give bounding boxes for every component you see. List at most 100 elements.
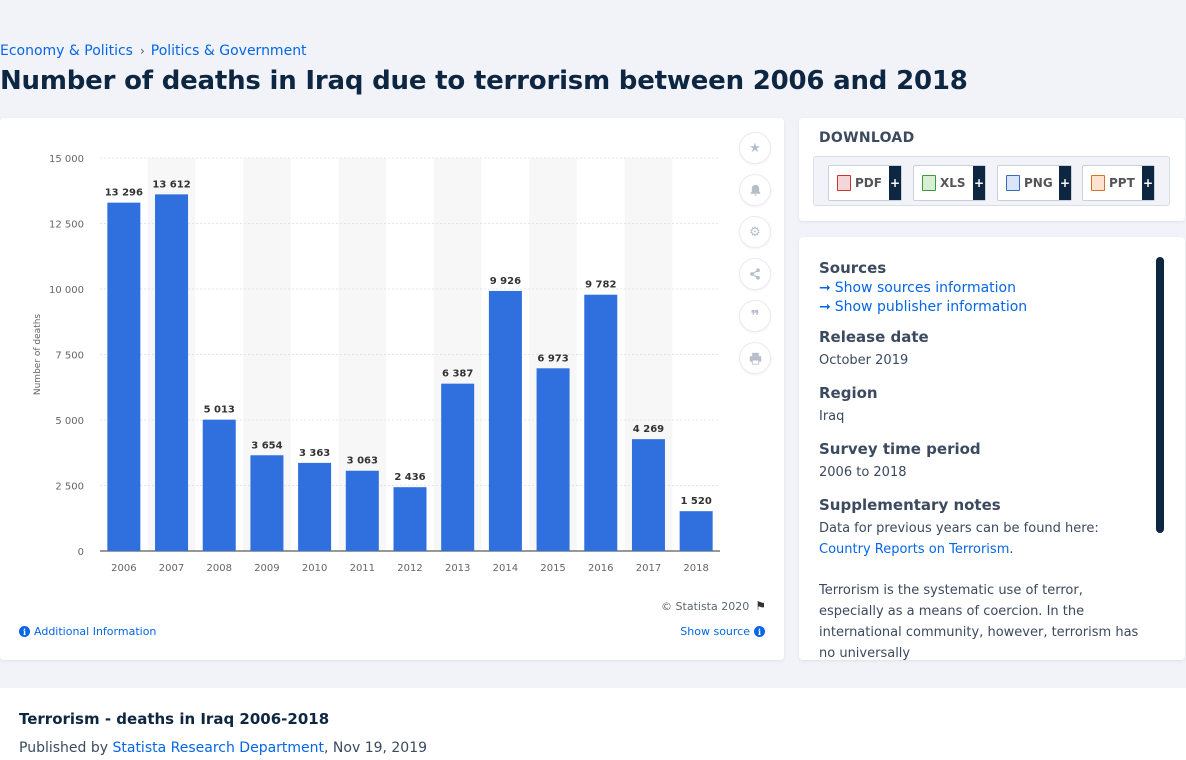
survey-period-heading: Survey time period xyxy=(819,440,981,458)
bell-icon[interactable] xyxy=(739,174,771,206)
statistic-info-card: Terrorism - deaths in Iraq 2006-2018 Pub… xyxy=(0,688,1186,760)
bar xyxy=(536,368,570,551)
y-tick-label: 12 500 xyxy=(49,220,84,231)
publisher-link[interactable]: Statista Research Department xyxy=(112,740,325,756)
release-date-heading: Release date xyxy=(819,328,929,346)
y-tick-label: 7 500 xyxy=(55,351,84,362)
x-tick-label: 2012 xyxy=(397,563,422,574)
page-title: Number of deaths in Iraq due to terroris… xyxy=(0,66,968,96)
bar xyxy=(488,290,522,551)
breadcrumb-economy-politics[interactable]: Economy & Politics xyxy=(0,43,133,59)
show-sources-link[interactable]: ➞ Show sources information xyxy=(819,280,1149,296)
x-tick-label: 2010 xyxy=(302,563,327,574)
bar-value-label: 3 063 xyxy=(347,456,378,467)
chart-tools: ★ ⚙ ❞ xyxy=(739,132,771,384)
x-tick-label: 2008 xyxy=(207,563,232,574)
release-date-value: October 2019 xyxy=(819,353,909,368)
png-label: PNG xyxy=(1024,176,1053,190)
show-sources-label: Show sources information xyxy=(834,280,1016,296)
download-png-button[interactable]: PNG + xyxy=(997,165,1072,201)
download-xls-button[interactable]: XLS + xyxy=(913,165,986,201)
flag-icon[interactable]: ⚑ xyxy=(755,599,766,613)
bar xyxy=(393,487,427,551)
bar-value-label: 3 654 xyxy=(251,440,282,451)
y-tick-label: 5 000 xyxy=(55,416,84,427)
download-title: DOWNLOAD xyxy=(819,130,915,146)
breadcrumb: Economy & Politics › Politics & Governme… xyxy=(0,43,307,59)
download-ppt-button[interactable]: PPT + xyxy=(1082,165,1155,201)
x-tick-label: 2014 xyxy=(493,563,518,574)
y-axis-label: Number of deaths xyxy=(33,314,43,396)
show-source-label: Show source xyxy=(680,625,750,638)
pdf-file-icon xyxy=(837,175,851,191)
bar-value-label: 9 782 xyxy=(585,280,616,291)
bar-value-label: 2 436 xyxy=(394,472,425,483)
x-tick-label: 2006 xyxy=(111,563,136,574)
chart-card: 0 2 500 5 000 7 500 10 000 12 500 15 000 Number… xyxy=(0,118,784,660)
published-by-label: Published by xyxy=(19,740,113,756)
show-source-link[interactable]: Show source i xyxy=(680,625,765,638)
region-value: Iraq xyxy=(819,409,845,424)
published-by: Published by Statista Research Departmen… xyxy=(19,740,427,756)
ppt-plus[interactable]: + xyxy=(1142,166,1154,200)
bar-value-label: 5 013 xyxy=(204,405,235,416)
y-tick-label: 0 xyxy=(78,547,84,558)
ppt-label: PPT xyxy=(1109,176,1135,190)
xls-plus[interactable]: + xyxy=(973,166,985,200)
show-publisher-link[interactable]: ➞ Show publisher information xyxy=(819,299,1149,315)
bar-value-label: 1 520 xyxy=(680,496,711,507)
survey-period-value: 2006 to 2018 xyxy=(819,465,907,480)
bar xyxy=(107,202,141,551)
star-icon[interactable]: ★ xyxy=(739,132,771,164)
download-pdf-button[interactable]: PDF + xyxy=(828,165,902,201)
top-bar xyxy=(0,0,1186,36)
bar xyxy=(584,294,618,551)
share-icon[interactable] xyxy=(739,258,771,290)
bar xyxy=(250,455,284,551)
bar xyxy=(441,383,475,551)
arrow-right-icon: ➞ xyxy=(819,280,831,296)
bar xyxy=(679,511,713,551)
xls-label: XLS xyxy=(940,176,966,190)
x-tick-label: 2016 xyxy=(588,563,613,574)
quote-icon[interactable]: ❞ xyxy=(739,300,771,332)
publish-date: , Nov 19, 2019 xyxy=(324,740,428,756)
arrow-right-icon: ➞ xyxy=(819,299,831,315)
x-tick-label: 2007 xyxy=(159,563,184,574)
png-file-icon xyxy=(1006,175,1020,191)
bar-value-label: 13 296 xyxy=(105,188,143,199)
x-tick-label: 2011 xyxy=(350,563,375,574)
gear-icon[interactable]: ⚙ xyxy=(739,216,771,248)
y-tick-label: 15 000 xyxy=(49,154,84,165)
statistic-title: Terrorism - deaths in Iraq 2006-2018 xyxy=(19,710,330,728)
bar xyxy=(631,439,665,551)
bar-value-label: 13 612 xyxy=(152,179,190,190)
x-tick-label: 2015 xyxy=(540,563,565,574)
download-card: DOWNLOAD PDF + XLS + PNG + PPT + xyxy=(799,118,1185,221)
details-scrollbar[interactable] xyxy=(1156,257,1164,533)
y-tick-label: 2 500 xyxy=(55,482,84,493)
bar-value-label: 9 926 xyxy=(490,276,521,287)
x-tick-label: 2009 xyxy=(254,563,279,574)
bar-value-label: 4 269 xyxy=(633,424,664,435)
supplementary-notes-heading: Supplementary notes xyxy=(819,496,1001,514)
bar xyxy=(155,194,189,551)
additional-info-link[interactable]: i Additional Information xyxy=(19,625,156,638)
pdf-plus[interactable]: + xyxy=(889,166,901,200)
bar-value-label: 6 387 xyxy=(442,369,473,380)
bar xyxy=(202,419,236,551)
show-publisher-label: Show publisher information xyxy=(834,299,1028,315)
y-tick-label: 10 000 xyxy=(49,285,84,296)
png-plus[interactable]: + xyxy=(1059,166,1071,200)
x-tick-label: 2017 xyxy=(636,563,661,574)
bar-chart: 0 2 500 5 000 7 500 10 000 12 500 15 000 Number… xyxy=(33,154,720,574)
supplementary-end: . xyxy=(1009,542,1014,557)
copyright: © Statista 2020 ⚑ xyxy=(661,599,766,613)
breadcrumb-politics-government[interactable]: Politics & Government xyxy=(150,43,307,59)
ppt-file-icon xyxy=(1091,175,1105,191)
info-icon: i xyxy=(19,626,30,637)
supplementary-paragraph: Terrorism is the systematic use of terro… xyxy=(819,583,1139,660)
country-reports-link[interactable]: Country Reports on Terrorism xyxy=(819,542,1010,557)
xls-file-icon xyxy=(922,175,936,191)
print-icon[interactable] xyxy=(739,342,771,374)
